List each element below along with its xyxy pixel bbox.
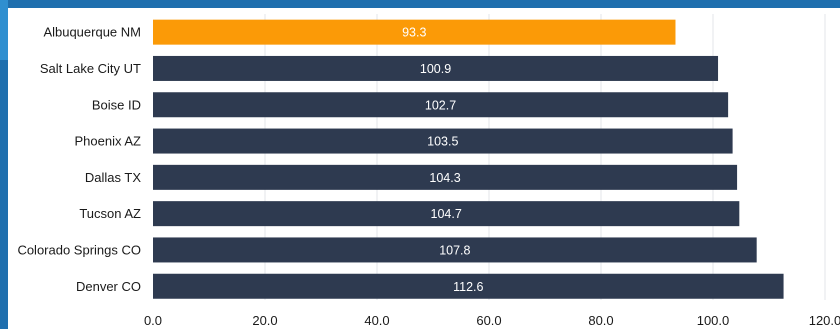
bar-tucson-az [153,201,740,227]
category-label: Tucson AZ [79,206,141,221]
value-label: 93.3 [402,26,426,40]
value-label: 112.6 [453,280,483,294]
bars [153,19,784,299]
bar-phoenix-az [153,128,733,154]
value-label: 104.7 [431,207,462,221]
x-tick-label: 0.0 [144,313,162,328]
bar-boise-id [153,92,729,118]
bar-salt-lake-city-ut [153,55,719,81]
value-label: 100.9 [420,62,451,76]
x-tick-label: 100.0 [697,313,730,328]
value-label: 104.3 [429,171,460,185]
category-labels: Albuquerque NM Salt Lake City UT Boise ID P… [17,25,141,294]
x-tick-label: 60.0 [476,313,501,328]
bar-denver-co [153,273,784,299]
top-border [0,0,840,8]
category-label: Phoenix AZ [75,134,142,149]
left-border-accent [0,0,8,60]
value-labels: 93.3 100.9 102.7 103.5 104.3 104.7 107.8 112.6 [402,26,483,294]
x-axis-tick-labels: 0.0 20.0 40.0 60.0 80.0 100.0 120.0 [144,313,840,328]
left-border [0,0,8,329]
category-label: Dallas TX [85,170,141,185]
x-tick-label: 120.0 [809,313,840,328]
category-label: Denver CO [76,279,141,294]
category-label: Boise ID [92,97,141,112]
category-label: Albuquerque NM [43,25,141,40]
bar-albuquerque-nm [153,19,676,45]
bar-colorado-springs-co [153,237,757,263]
x-tick-label: 80.0 [588,313,613,328]
category-label: Colorado Springs CO [17,242,141,257]
x-tick-label: 20.0 [252,313,277,328]
value-label: 103.5 [427,135,458,149]
value-label: 107.8 [439,243,470,257]
category-label: Salt Lake City UT [40,61,141,76]
bar-dallas-tx [153,164,738,190]
x-tick-label: 40.0 [364,313,389,328]
value-label: 102.7 [425,98,456,112]
